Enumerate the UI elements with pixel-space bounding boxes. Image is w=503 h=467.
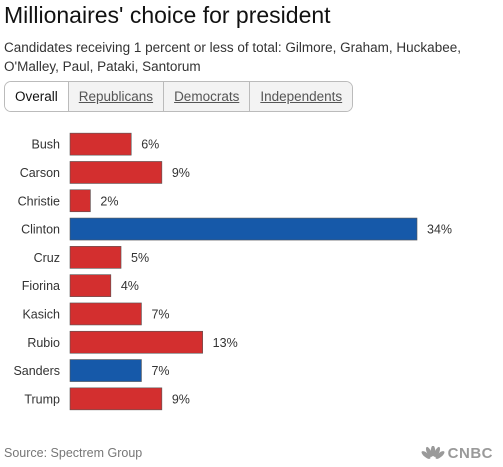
value-label: 6% [141,138,159,152]
category-label: Fiorina [22,279,60,293]
category-label: Kasich [22,307,60,321]
bar-christie [69,189,91,213]
category-label: Trump [24,392,60,406]
bar-sanders [69,359,142,382]
bar-carson [69,161,163,184]
logo-text: CNBC [447,445,493,462]
category-label: Christie [18,194,60,208]
tab-bar: Overall Republicans Democrats Independen… [4,81,354,112]
bar-rubio [69,330,203,354]
bar-chart: Bush 6% Carson 9% Christie 2% Clinton 34% Cruz 5%… [13,132,452,411]
value-label: 13% [213,336,238,350]
value-label: 4% [121,279,139,293]
source-note: Source: Spectrem Group [4,446,143,460]
cnbc-logo: CNBC [421,445,493,462]
bar-cruz [69,246,122,269]
bar-fiorina [69,274,112,297]
value-label: 9% [172,166,190,180]
nbc-peacock-icon [421,445,445,459]
bar-clinton [69,217,418,241]
value-label: 7% [151,307,169,321]
tab-republicans[interactable]: Republicans [67,82,164,111]
value-label: 34% [427,223,452,237]
bar-bush [69,132,132,156]
chart-subtitle: Candidates receiving 1 percent or less o… [4,40,461,74]
value-label: 7% [151,364,169,378]
bar-kasich [69,302,142,326]
category-label: Cruz [34,251,60,265]
category-label: Sanders [13,364,60,378]
chart-title: Millionaires' choice for president [4,2,331,28]
category-label: Carson [20,166,60,180]
tab-democrats[interactable]: Democrats [163,82,250,111]
category-label: Bush [32,138,61,152]
bar-trump [69,387,163,411]
tab-independents[interactable]: Independents [249,82,353,111]
tab-overall[interactable]: Overall [5,82,68,111]
value-label: 9% [172,392,190,406]
value-label: 5% [131,251,149,265]
value-label: 2% [100,194,118,208]
category-label: Rubio [27,336,60,350]
category-label: Clinton [21,223,60,237]
